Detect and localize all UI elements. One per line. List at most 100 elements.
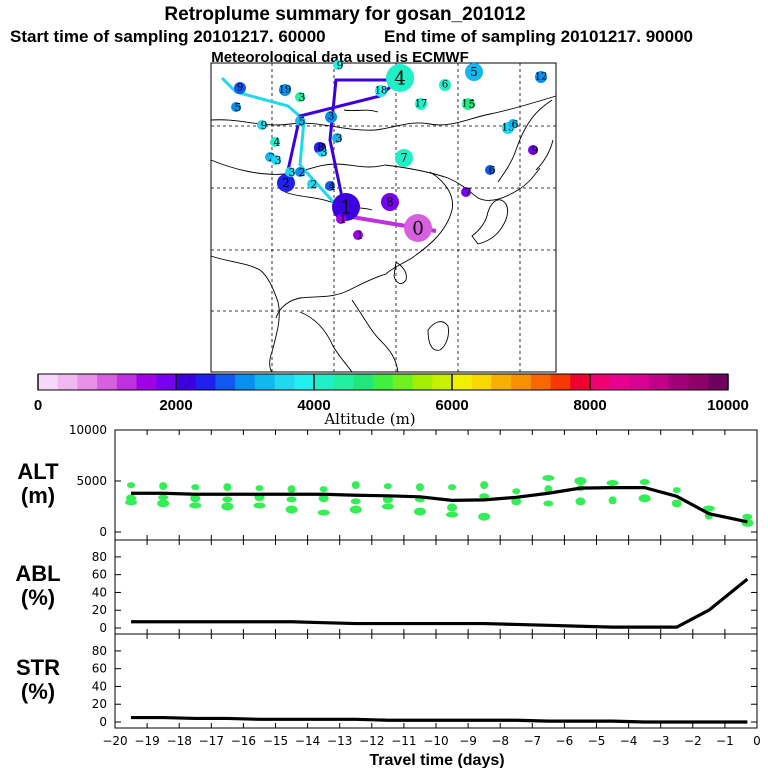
scatter-point	[125, 499, 138, 506]
cluster-marker	[333, 60, 343, 70]
scatter-point	[672, 487, 681, 494]
travel-time-axis: Travel time (days) −20 −19 −18 −17 −16 −15 −14…	[102, 734, 760, 768]
scatter-point	[381, 503, 394, 510]
colorbar-swatches	[37, 373, 729, 391]
cluster-marker	[307, 179, 317, 189]
cluster-label: 6	[489, 164, 496, 177]
colorbar-swatch	[629, 374, 650, 390]
scatter-point	[702, 505, 715, 512]
x-tick-label: −8	[491, 734, 509, 748]
scatter-point	[512, 488, 521, 495]
cluster-marker	[285, 167, 295, 177]
cluster-marker	[332, 133, 342, 143]
x-axis-label: Travel time (days)	[369, 752, 504, 768]
position-marker	[439, 79, 451, 91]
scatter-point	[349, 505, 362, 514]
cluster-marker	[295, 167, 305, 177]
colorbar-swatch	[314, 374, 335, 390]
scatter-point	[285, 505, 298, 514]
cluster-marker	[508, 119, 518, 129]
position-label: 2	[282, 176, 289, 190]
y-tick-label: 80	[92, 644, 107, 658]
colorbar-swatch	[57, 374, 79, 390]
position-label: 3	[328, 112, 334, 123]
position-label: 4	[394, 68, 406, 89]
cluster-marker	[257, 120, 267, 130]
cluster-label: 3	[336, 132, 343, 145]
cluster-label: 9	[261, 119, 268, 132]
start-time-label: Start time of sampling 20101217. 60000	[10, 27, 326, 46]
colorbar-swatch	[708, 374, 729, 390]
cluster-marker	[336, 214, 346, 224]
time-series-panels: 0500010000ALT(m)020406080ABL(%)020406080…	[15, 423, 758, 729]
position-label: 6	[442, 80, 448, 91]
cluster-marker	[465, 99, 475, 109]
colorbar-tick-label: 4000	[297, 397, 330, 414]
x-tick-label: −13	[327, 734, 352, 748]
scatter-point	[286, 496, 297, 503]
colorbar-swatch	[432, 374, 453, 390]
colorbar-swatch	[609, 374, 631, 390]
position-marker	[465, 63, 483, 81]
x-tick-label: −20	[102, 734, 127, 748]
x-tick-label: −3	[652, 734, 670, 748]
scatter-point	[189, 502, 202, 509]
scatter-point	[127, 482, 136, 489]
scatter-point	[448, 484, 457, 491]
colorbar-tick-label: 10000	[707, 397, 749, 414]
scatter-series	[125, 474, 754, 527]
y-tick-label: 5000	[76, 474, 107, 488]
scatter-point	[350, 498, 361, 505]
position-marker	[234, 82, 246, 94]
colorbar-swatch	[38, 374, 59, 390]
position-label: 12	[535, 72, 548, 83]
cluster-label: 3	[275, 154, 282, 167]
scatter-point	[478, 512, 491, 521]
colorbar-tick-label: 2000	[159, 397, 192, 414]
colorbar-swatch	[452, 374, 473, 390]
cluster-marker	[485, 165, 495, 175]
cluster-label: 4	[274, 136, 281, 149]
colorbar-tick-label: 6000	[435, 397, 468, 414]
scatter-point	[639, 479, 650, 486]
panel-ylabel: ALT	[17, 459, 59, 484]
map-panel: 0123456789101213161718191122233333445556…	[210, 59, 557, 373]
scatter-point	[480, 481, 489, 490]
position-label: 5	[470, 65, 477, 79]
y-tick-label: 40	[92, 679, 107, 693]
position-label: 18	[375, 86, 388, 97]
cluster-marker	[271, 155, 281, 165]
y-tick-label: 60	[92, 662, 107, 676]
x-tick-label: −14	[295, 734, 320, 748]
scatter-point	[255, 485, 264, 492]
scatter-point	[574, 477, 587, 485]
colorbar-swatch	[116, 374, 138, 390]
position-marker	[404, 214, 432, 242]
colorbar-swatch	[649, 374, 670, 390]
position-marker	[375, 85, 387, 97]
cluster-marker	[231, 102, 241, 112]
colorbar-swatch	[156, 374, 177, 390]
x-tick-label: −10	[423, 734, 448, 748]
met-data-label: Meteorological data used is ECMWF	[211, 49, 469, 66]
colorbar-swatch	[77, 374, 98, 390]
colorbar-swatch	[570, 374, 591, 390]
colorbar-swatch	[412, 374, 433, 390]
scatter-point	[542, 474, 555, 481]
position-marker	[415, 98, 427, 110]
panel-frame	[114, 539, 758, 635]
x-tick-label: −17	[199, 734, 224, 748]
cluster-label: 2	[311, 178, 318, 191]
cluster-markers: 0123456789101213161718191122233333445556…	[231, 59, 547, 242]
colorbar-swatch	[688, 374, 709, 390]
x-tick-label: −7	[523, 734, 541, 748]
position-label: 0	[412, 218, 424, 239]
x-tick-label: −19	[134, 734, 159, 748]
scatter-point	[479, 493, 490, 500]
colorbar-swatch	[530, 374, 552, 390]
colorbar-swatch	[353, 374, 374, 390]
x-tick-label: −1	[716, 734, 734, 748]
scatter-point	[317, 509, 330, 516]
colorbar-swatch	[97, 374, 118, 390]
cluster-label: 8	[318, 141, 325, 154]
